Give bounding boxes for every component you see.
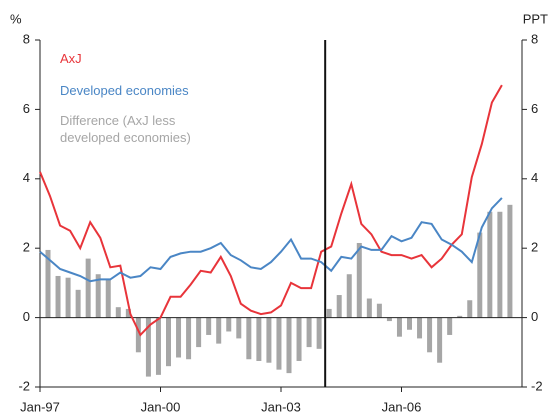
y2-tick-label: -2 [531,378,543,393]
bar [155,317,161,375]
bar [457,315,463,318]
bar [316,317,322,349]
y-tick-label: 4 [23,170,30,185]
bar [396,317,402,337]
bar [246,317,252,360]
bar [75,289,81,318]
bar [407,317,412,330]
bar [95,274,101,318]
y2-axis-label: PPT [523,11,548,26]
bar [477,232,483,318]
bar [196,317,202,348]
bar [376,303,382,318]
bar [437,317,443,363]
bar [55,275,61,318]
y-tick-label: -2 [18,378,30,393]
y2-tick-label: 0 [531,309,538,324]
bar [65,277,71,318]
legend-entry: Developed economies [60,83,189,98]
bar [276,317,282,370]
bar [145,317,151,377]
y-tick-label: 8 [23,31,30,46]
bar [427,317,433,353]
bar [236,317,242,339]
bar [507,204,513,318]
bar [266,317,272,363]
y2-tick-label: 6 [531,101,538,116]
bar [447,317,453,335]
bar [206,317,212,335]
y2-tick-label: 2 [531,240,538,255]
x-tick-label: Jan-97 [20,399,60,414]
y-tick-label: 0 [23,309,30,324]
y2-tick-label: 8 [531,31,538,46]
bar [115,307,121,318]
bar [366,298,372,318]
bar [386,317,392,322]
bar [296,317,302,361]
bar [467,300,473,318]
bar [497,211,503,318]
y-tick-label: 2 [23,240,30,255]
y2-tick-label: 4 [531,170,538,185]
y-tick-label: 6 [23,101,30,116]
bar [306,317,312,348]
bar [186,317,192,360]
bar [45,249,51,318]
bar [135,317,141,353]
bar [166,317,171,367]
bar [105,279,111,318]
bar [256,317,262,361]
bar [226,317,232,332]
line-series [39,197,503,283]
bar [176,317,182,358]
bar [356,242,362,318]
bar [286,317,292,374]
bar [346,274,352,318]
bar [85,258,91,318]
y-axis-label: % [10,11,22,26]
bar [125,308,131,318]
bar [216,317,222,344]
x-tick-label: Jan-06 [382,399,422,414]
legend-entry: Difference (AxJ less developed economies… [60,113,191,145]
bar [417,317,423,339]
line-series [39,84,503,337]
bar [326,308,332,318]
legend-entry: AxJ [60,51,82,66]
x-tick-label: Jan-00 [141,399,181,414]
x-tick-label: Jan-03 [261,399,301,414]
bar [487,211,493,318]
bar [336,295,342,318]
